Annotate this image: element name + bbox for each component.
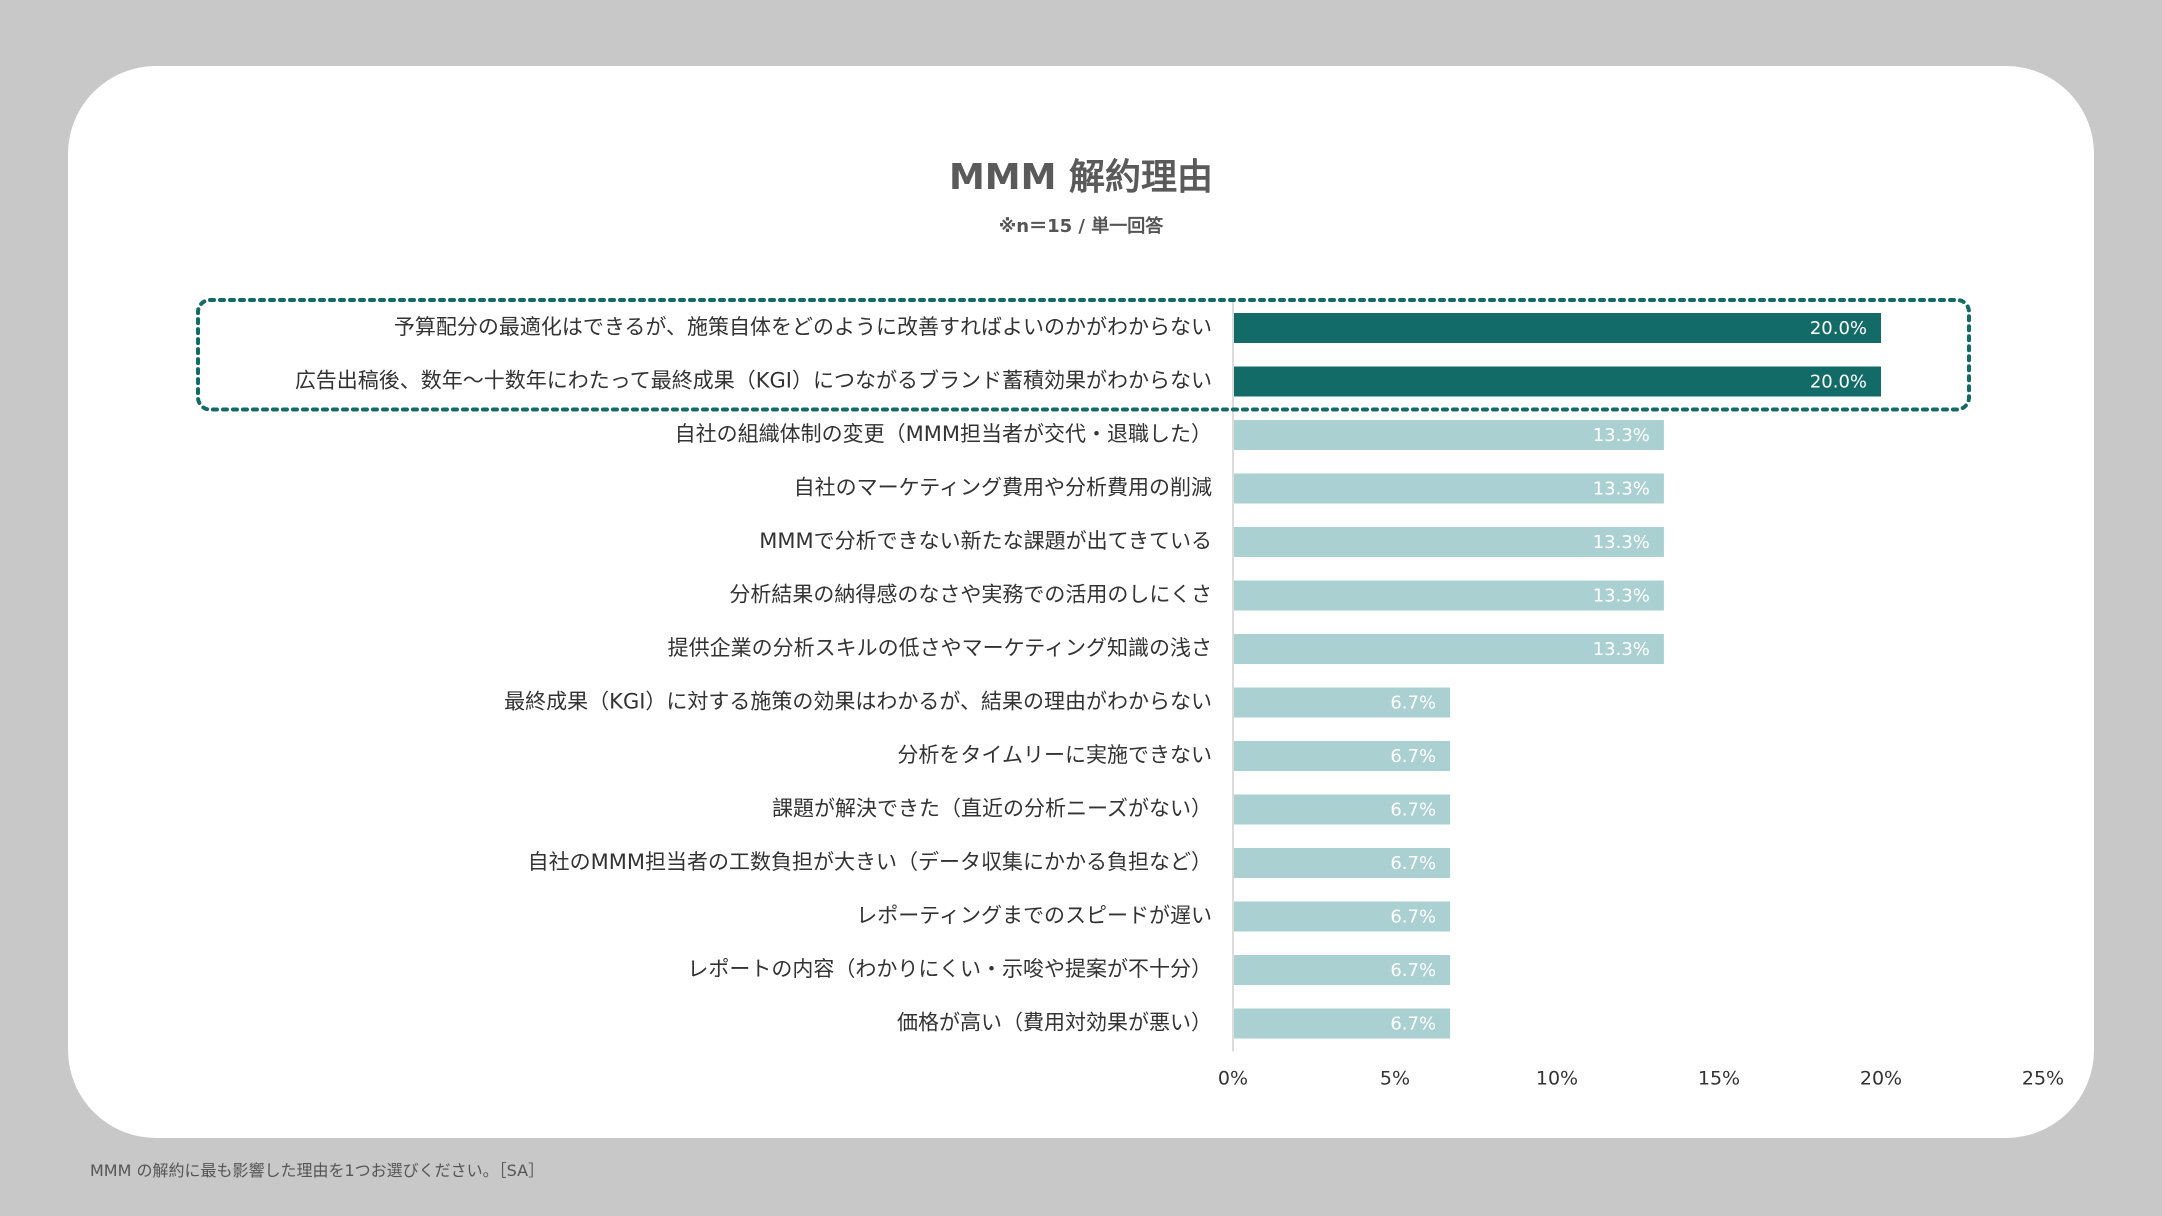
bar <box>1234 848 1451 878</box>
survey-question-footnote: MMM の解約に最も影響した理由を1つお選びください。［SA］ <box>90 1161 545 1180</box>
bar <box>1234 366 1881 397</box>
x-tick-label: 25% <box>2022 1068 2064 1090</box>
category-label: 価格が高い（費用対効果が悪い） <box>897 1011 1212 1035</box>
highlight-box <box>196 298 1971 412</box>
data-label: 20.0% <box>1810 318 1867 339</box>
category-label: 分析をタイムリーに実施できない <box>897 743 1212 767</box>
category-label: MMMで分析できない新たな課題が出てきている <box>759 529 1212 553</box>
x-tick-label: 15% <box>1698 1068 1740 1090</box>
data-label: 6.7% <box>1390 907 1436 928</box>
x-tick-label: 5% <box>1380 1068 1410 1090</box>
data-label: 20.0% <box>1810 372 1867 393</box>
category-label: 広告出稿後、数年～十数年にわたって最終成果（KGI）につながるブランド蓄積効果が… <box>295 369 1212 393</box>
bar <box>1234 420 1664 450</box>
category-label: 自社の組織体制の変更（MMM担当者が交代・退職した） <box>675 422 1212 446</box>
chart-subtitle: ※n＝15 / 単一回答 <box>998 216 1164 237</box>
data-label: 6.7% <box>1390 960 1436 981</box>
bar <box>1234 901 1451 932</box>
category-label: 分析結果の納得感のなさや実務での活用のしにくさ <box>729 583 1212 607</box>
data-label: 6.7% <box>1390 746 1436 767</box>
bar <box>1234 313 1881 343</box>
data-label: 6.7% <box>1390 800 1436 821</box>
category-label: レポーティングまでのスピードが遅い <box>856 904 1212 928</box>
data-label: 13.3% <box>1593 479 1650 500</box>
category-label: レポートの内容（わかりにくい・示唆や提案が不十分） <box>687 957 1212 981</box>
bar <box>1234 687 1451 718</box>
x-tick-label: 10% <box>1536 1068 1578 1090</box>
category-label: 最終成果（KGI）に対する施策の効果はわかるが、結果の理由がわからない <box>504 690 1212 714</box>
bar <box>1234 955 1451 985</box>
data-label: 13.3% <box>1593 639 1650 660</box>
bar <box>1234 794 1451 825</box>
chart-title: MMM 解約理由 <box>948 157 1213 198</box>
bar <box>1234 527 1664 557</box>
bar <box>1234 1008 1451 1039</box>
chart-card <box>68 66 2094 1138</box>
x-tick-label: 20% <box>1860 1068 1902 1090</box>
data-label: 13.3% <box>1593 425 1650 446</box>
category-label: 提供企業の分析スキルの低さやマーケティング知識の浅さ <box>668 636 1212 660</box>
category-label: 課題が解決できた（直近の分析ニーズがない） <box>772 797 1212 821</box>
data-label: 6.7% <box>1390 853 1436 874</box>
bar <box>1234 473 1664 504</box>
bar <box>1234 634 1664 664</box>
bar <box>1234 741 1451 771</box>
category-label: 自社のMMM担当者の工数負担が大きい（データ収集にかかる負担など） <box>528 850 1212 874</box>
data-label: 13.3% <box>1593 532 1650 553</box>
data-label: 13.3% <box>1593 586 1650 607</box>
data-label: 6.7% <box>1390 693 1436 714</box>
data-label: 6.7% <box>1390 1014 1436 1035</box>
bar <box>1234 580 1664 611</box>
category-label: 自社のマーケティング費用や分析費用の削減 <box>794 476 1212 500</box>
x-tick-label: 0% <box>1218 1068 1248 1090</box>
category-label: 予算配分の最適化はできるが、施策自体をどのように改善すればよいのかがわからない <box>394 315 1212 339</box>
